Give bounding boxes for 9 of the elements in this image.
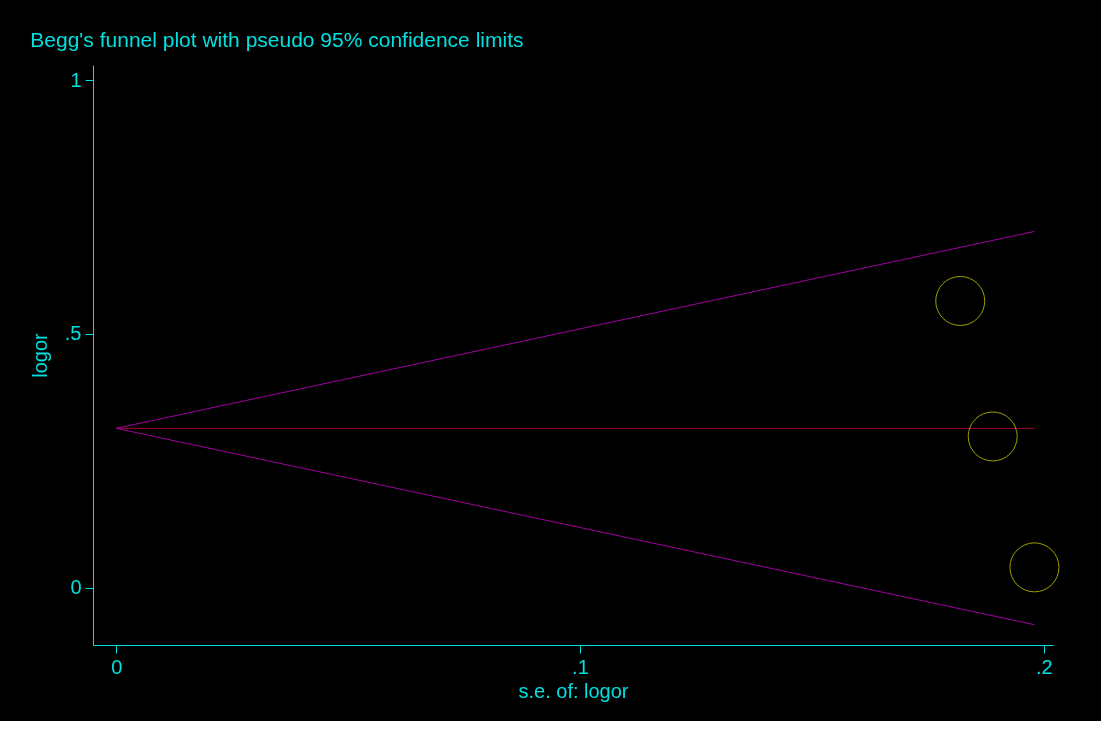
chart-title: Begg's funnel plot with pseudo 95% confidence limits — [30, 28, 524, 51]
x-tick-label: .1 — [572, 655, 589, 678]
x-axis-title: s.e. of: logor — [518, 679, 629, 702]
y-tick-label: .5 — [64, 322, 82, 345]
y-tick-label: 0 — [70, 576, 82, 599]
x-tick-label: .2 — [1035, 655, 1053, 678]
y-tick-label: 1 — [70, 68, 82, 91]
y-axis-title: logor — [28, 332, 51, 378]
x-tick-label: 0 — [111, 655, 123, 678]
